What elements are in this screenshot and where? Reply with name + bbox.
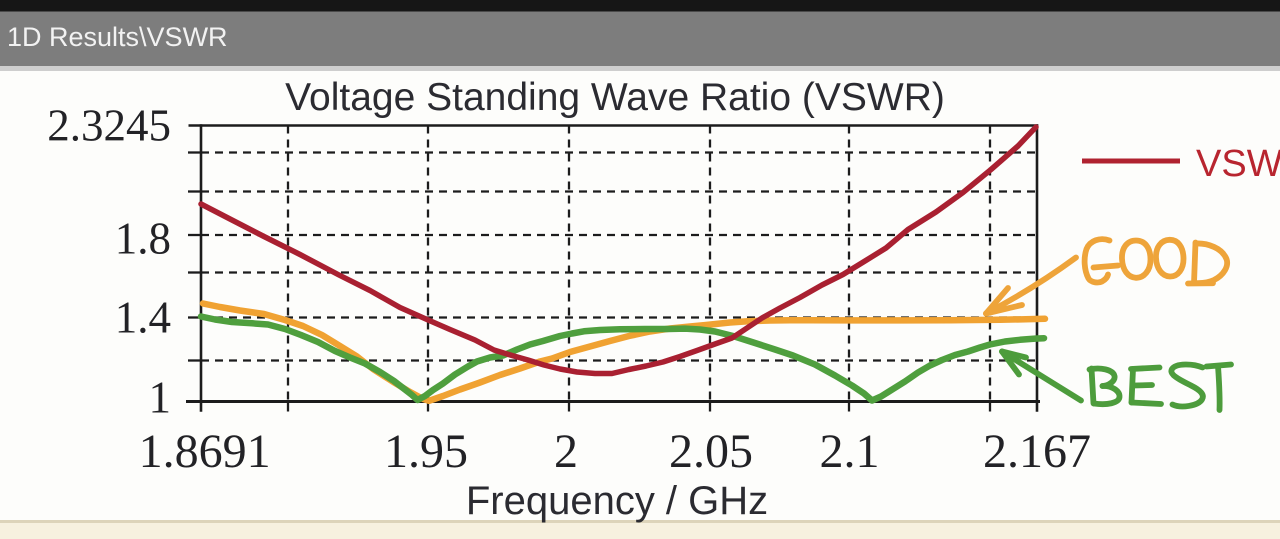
svg-text:1: 1 [149,373,172,423]
svg-text:2.3245: 2.3245 [47,101,171,151]
svg-text:2.167: 2.167 [983,425,1091,478]
svg-text:1D Results\VSWR: 1D Results\VSWR [7,22,228,52]
svg-text:2: 2 [554,425,578,478]
svg-text:1.8: 1.8 [115,214,171,264]
svg-text:2.1: 2.1 [820,425,880,478]
svg-text:1.4: 1.4 [115,293,171,343]
svg-text:1.95: 1.95 [384,425,468,478]
svg-text:Frequency / GHz: Frequency / GHz [466,479,768,523]
svg-text:1.8691: 1.8691 [139,425,271,478]
svg-text:VSWR: VSWR [1196,143,1280,185]
svg-text:2.05: 2.05 [669,425,753,478]
svg-text:Voltage Standing Wave Ratio (V: Voltage Standing Wave Ratio (VSWR) [285,76,945,119]
